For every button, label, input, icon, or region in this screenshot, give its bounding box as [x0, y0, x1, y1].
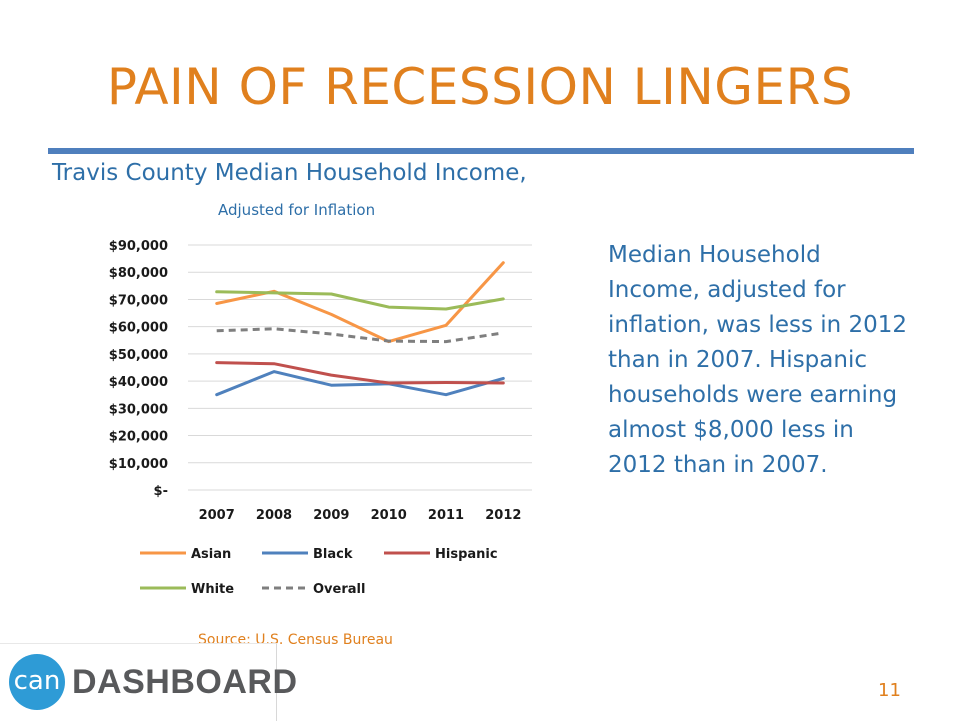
x-tick-label: 2012 [485, 508, 521, 523]
x-tick-label: 2007 [199, 508, 235, 523]
logo-wordmark: DASHBOARD [72, 663, 298, 701]
y-tick-label: $30,000 [109, 402, 168, 417]
y-tick-label: $20,000 [109, 430, 168, 445]
y-tick-label: $40,000 [109, 375, 168, 390]
y-tick-label: $60,000 [109, 321, 168, 336]
series-line-hispanic [215, 361, 505, 385]
y-tick-label: $90,000 [109, 239, 168, 254]
legend-label-black: Black [313, 547, 353, 562]
series-line-white [215, 290, 505, 311]
x-tick-label: 2008 [256, 508, 292, 523]
series-line-overall [216, 327, 504, 344]
chart-subtitle: Adjusted for Inflation [218, 201, 376, 219]
summary-text: Median Household Income, adjusted for in… [608, 242, 908, 478]
y-tick-label: $70,000 [109, 293, 168, 308]
can-logo-icon: can [9, 654, 65, 710]
legend-label-hispanic: Hispanic [435, 547, 498, 562]
y-tick-label: $10,000 [109, 457, 168, 472]
x-tick-label: 2009 [313, 508, 349, 523]
y-tick-label: $50,000 [109, 348, 168, 363]
series-line-black [215, 370, 505, 397]
dashboard-logo: can DASHBOARD [0, 643, 297, 721]
page-number: 11 [878, 680, 901, 701]
chart-title: Travis County Median Household Income, [52, 160, 527, 186]
y-tick-label: $80,000 [109, 266, 168, 281]
legend-label-overall: Overall [313, 582, 365, 597]
legend-label-white: White [191, 582, 234, 597]
slide-title: PAIN OF RECESSION LINGERS [106, 58, 854, 116]
accent-rule [48, 148, 914, 154]
legend-label-asian: Asian [191, 547, 231, 562]
x-tick-label: 2010 [371, 508, 407, 523]
x-tick-label: 2011 [428, 508, 464, 523]
y-tick-label: $- [154, 484, 168, 499]
